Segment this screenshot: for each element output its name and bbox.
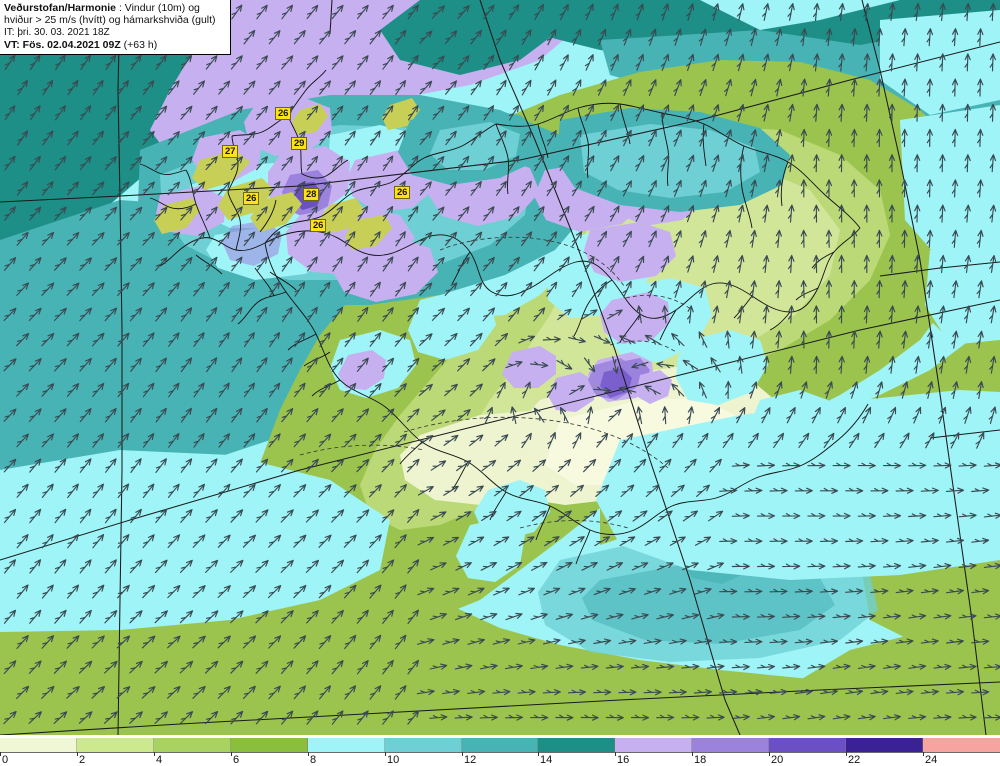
colorbar-band-6-8 xyxy=(230,738,308,752)
gust-value-label: 26 xyxy=(310,219,327,232)
colorbar-band-20-22 xyxy=(769,738,847,752)
colorbar-tick-4: 4 xyxy=(156,754,163,766)
valid-time: VT: Fös. 02.04.2021 09Z xyxy=(4,39,121,52)
colorbar-tick-mark xyxy=(692,752,693,756)
gust-value-label: 26 xyxy=(275,107,292,120)
colorbar-tick-mark xyxy=(615,752,616,756)
gust-value-label: 29 xyxy=(291,137,308,150)
colorbar-tick-mark xyxy=(154,752,155,756)
colorbar-tick-mark xyxy=(923,752,924,756)
colorbar-axis-line xyxy=(0,752,1000,753)
colorbar-tick-24: 24 xyxy=(925,754,938,766)
wind-speed-colorbar: 0 2 4 6 8 10 12 14 16 18 20 22 24 xyxy=(0,735,1000,766)
colorbar-tick-14: 14 xyxy=(540,754,553,766)
colorbar-band-10-12 xyxy=(384,738,462,752)
colorbar-tick-mark xyxy=(0,752,1,756)
parameter-label: : Vindur (10m) og xyxy=(116,2,200,14)
colorbar-bands xyxy=(0,738,1000,752)
gust-value-label: 26 xyxy=(394,186,411,199)
gust-value-label: 27 xyxy=(222,145,239,158)
colorbar-tick-mark xyxy=(846,752,847,756)
colorbar-band-8-10 xyxy=(307,738,385,752)
forecast-map[interactable]: Veðurstofan/Harmonie : Vindur (10m) og h… xyxy=(0,0,1000,735)
colorbar-tick-20: 20 xyxy=(771,754,784,766)
valid-time-line: VT: Fös. 02.04.2021 09Z (+63 h) xyxy=(4,39,227,51)
colorbar-tick-mark xyxy=(77,752,78,756)
colorbar-tick-6: 6 xyxy=(233,754,240,766)
colorbar-tick-mark xyxy=(231,752,232,756)
colorbar-tick-16: 16 xyxy=(617,754,630,766)
gust-value-label: 26 xyxy=(243,192,260,205)
map-info-box: Veðurstofan/Harmonie : Vindur (10m) og h… xyxy=(0,0,231,55)
gust-threshold-line: hviður > 25 m/s (hvítt) og hámarkshviða … xyxy=(4,14,216,27)
colorbar-tick-mark xyxy=(769,752,770,756)
colorbar-tick-8: 8 xyxy=(310,754,317,766)
colorbar-band-24-26 xyxy=(923,738,1000,752)
colorbar-tick-22: 22 xyxy=(848,754,861,766)
colorbar-band-0-2 xyxy=(0,738,77,752)
colorbar-tick-mark xyxy=(385,752,386,756)
colorbar-tick-labels: 0 2 4 6 8 10 12 14 16 18 20 22 24 xyxy=(0,752,1000,766)
colorbar-tick-mark xyxy=(462,752,463,756)
colorbar-band-16-18 xyxy=(615,738,693,752)
model-title-line: Veðurstofan/Harmonie : Vindur (10m) og xyxy=(4,2,227,14)
colorbar-tick-0: 0 xyxy=(2,754,9,766)
colorbar-band-12-14 xyxy=(461,738,539,752)
init-time-line: IT: þri. 30. 03. 2021 18Z xyxy=(4,26,110,38)
colorbar-band-18-20 xyxy=(692,738,770,752)
colorbar-band-4-6 xyxy=(153,738,231,752)
colorbar-tick-mark xyxy=(538,752,539,756)
colorbar-band-14-16 xyxy=(538,738,616,752)
wind-field-raster xyxy=(0,0,1000,735)
lead-time: (+63 h) xyxy=(123,39,158,52)
colorbar-tick-12: 12 xyxy=(464,754,477,766)
colorbar-band-22-24 xyxy=(846,738,924,752)
colorbar-tick-10: 10 xyxy=(387,754,400,766)
colorbar-band-2-4 xyxy=(76,738,154,752)
colorbar-tick-mark xyxy=(308,752,309,756)
gust-value-label: 28 xyxy=(303,188,320,201)
colorbar-tick-2: 2 xyxy=(79,754,86,766)
colorbar-tick-18: 18 xyxy=(694,754,707,766)
model-source: Veðurstofan/Harmonie xyxy=(4,2,117,14)
